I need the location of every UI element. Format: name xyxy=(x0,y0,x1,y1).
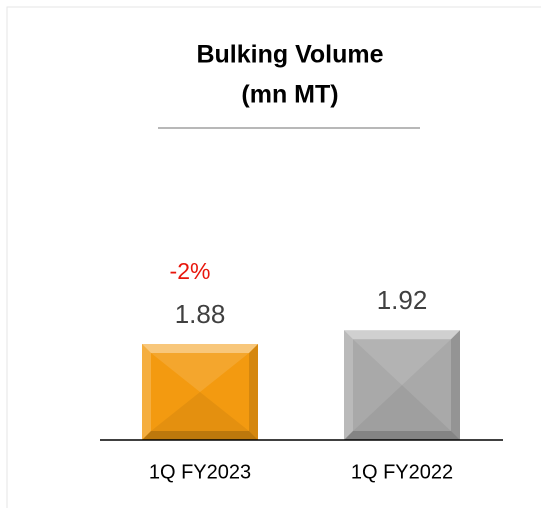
bevel xyxy=(344,431,460,440)
chart-title: Bulking Volume xyxy=(196,41,383,69)
value-label: 1.88 xyxy=(175,299,226,329)
bevel xyxy=(142,344,258,353)
x-tick-label: 1Q FY2023 xyxy=(149,461,251,483)
bevel xyxy=(353,339,451,386)
bar xyxy=(344,330,460,440)
value-label: 1.92 xyxy=(377,285,428,315)
bevel xyxy=(249,344,258,440)
annotation: -2% xyxy=(170,258,211,284)
bevel xyxy=(344,330,353,440)
frame xyxy=(6,6,541,508)
bevel xyxy=(142,431,258,440)
bar xyxy=(142,344,258,440)
x-tick-label: 1Q FY2022 xyxy=(351,461,453,483)
bevel xyxy=(344,330,460,340)
bevel xyxy=(142,344,151,440)
bevel xyxy=(151,353,249,392)
bevel xyxy=(353,385,451,431)
bevel xyxy=(451,330,460,440)
bevel xyxy=(151,392,249,431)
chart-title: (mn MT) xyxy=(241,81,338,109)
